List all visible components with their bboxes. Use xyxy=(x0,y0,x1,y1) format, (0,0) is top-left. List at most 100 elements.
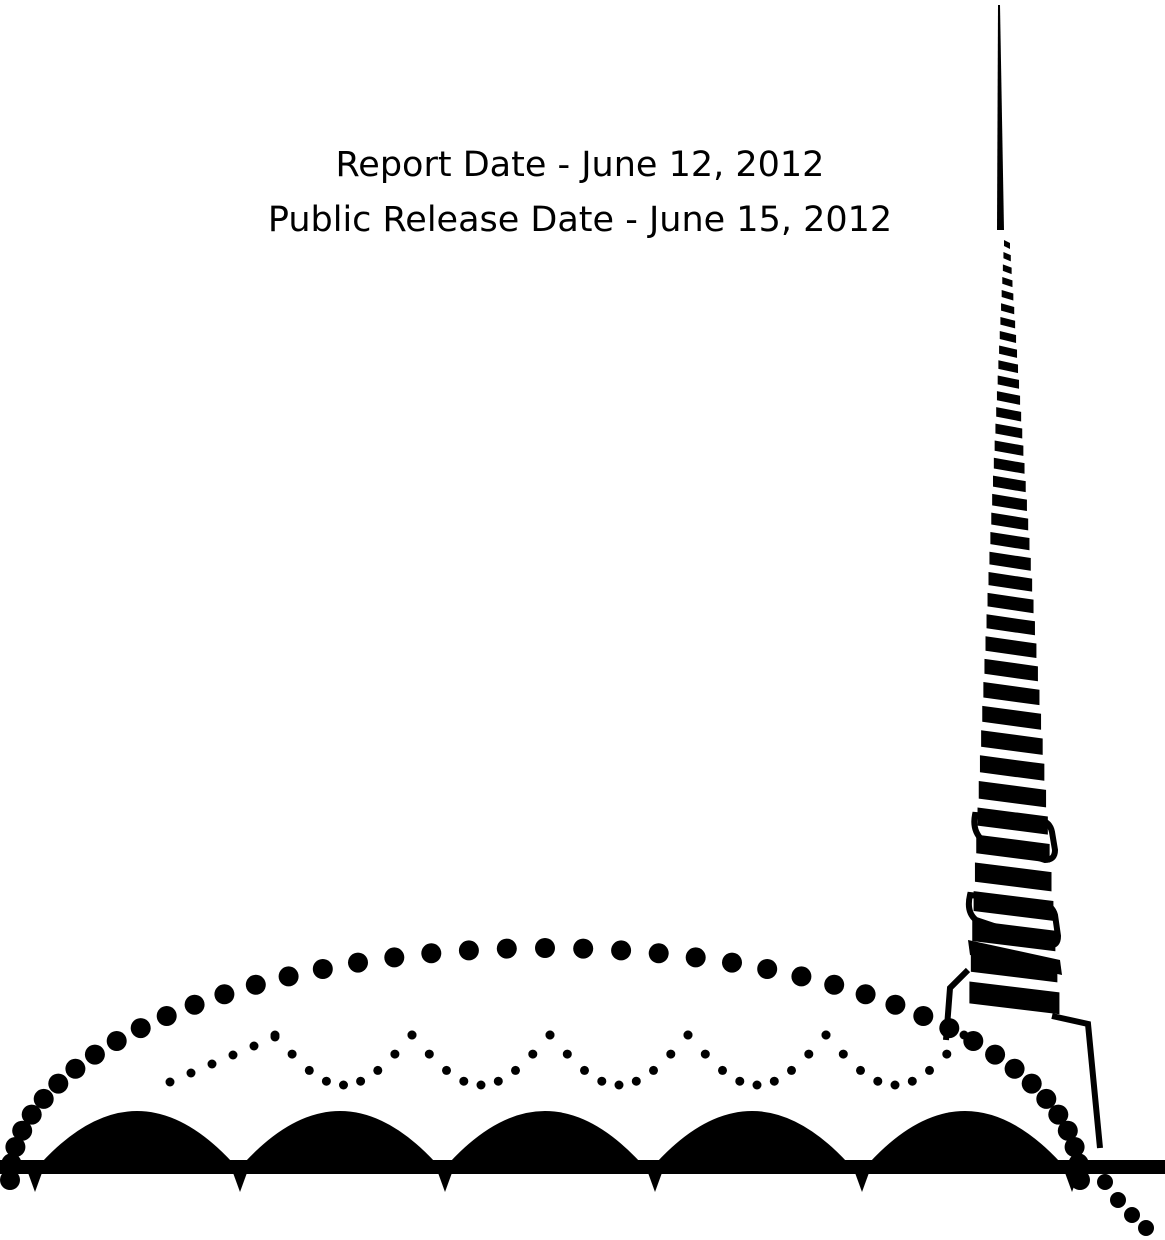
arc-dot xyxy=(458,940,479,961)
swag-dot xyxy=(304,1065,314,1075)
arc-dot xyxy=(421,943,442,964)
arc-dot xyxy=(611,940,632,961)
spire-bars xyxy=(969,240,1060,1015)
arc-dot xyxy=(33,1088,54,1109)
arc-dot xyxy=(106,1031,127,1051)
swag-dot xyxy=(511,1065,520,1075)
swag-dot xyxy=(683,1030,693,1040)
swag-dot xyxy=(287,1049,297,1059)
spire-bar xyxy=(981,730,1043,755)
arch xyxy=(450,1111,640,1162)
spire-bar xyxy=(992,493,1027,512)
pillar-marker xyxy=(27,1170,43,1192)
arches xyxy=(42,1111,1060,1162)
spire-bar xyxy=(999,345,1018,358)
spire-bar xyxy=(986,614,1035,636)
arc-dot xyxy=(84,1044,105,1065)
swag-dot xyxy=(459,1076,469,1086)
arc-dot xyxy=(648,943,669,964)
swag-dot xyxy=(769,1076,779,1086)
spire-bar xyxy=(989,551,1031,571)
swag-dot xyxy=(249,1041,259,1051)
swag-dot xyxy=(442,1065,451,1075)
arc-dot xyxy=(1048,1104,1069,1125)
swag-dot xyxy=(528,1049,538,1059)
swag-dot xyxy=(907,1076,917,1086)
arc-dot xyxy=(1021,1073,1042,1094)
arc-dot xyxy=(824,974,845,995)
pillar-marker xyxy=(854,1170,870,1192)
swag-dot xyxy=(580,1065,589,1075)
swag-dot xyxy=(562,1049,572,1059)
spire-bar xyxy=(993,475,1026,493)
arc-dot xyxy=(791,966,812,987)
swag-dot xyxy=(649,1065,658,1075)
swag-dot xyxy=(856,1065,865,1075)
arc-dot xyxy=(1057,1120,1078,1141)
arc-dot xyxy=(48,1073,69,1094)
arc-dot xyxy=(885,994,906,1015)
spire-bar xyxy=(979,755,1045,781)
spire-bar xyxy=(982,705,1042,730)
swag-dot xyxy=(545,1030,555,1040)
trailing-dots xyxy=(1097,1174,1154,1236)
spire-bar xyxy=(991,512,1029,531)
swag-dot xyxy=(493,1076,503,1086)
arc-dot xyxy=(939,1018,960,1039)
swag-dot xyxy=(821,1030,831,1040)
arch xyxy=(870,1111,1060,1162)
arc-dot xyxy=(12,1120,33,1141)
swag-dot xyxy=(207,1059,217,1069)
small-dotted-swags xyxy=(165,1030,969,1090)
spire-bar xyxy=(1000,316,1016,329)
arc-dot xyxy=(535,938,555,958)
pillar-marker xyxy=(647,1170,663,1192)
arc-dot xyxy=(278,966,299,987)
spire-bar xyxy=(978,781,1047,808)
swag-dot xyxy=(356,1076,366,1086)
spire-bar xyxy=(984,658,1038,682)
report-date: Report Date - June 12, 2012 xyxy=(335,145,825,185)
spire-bar xyxy=(994,440,1024,456)
trailing-dot xyxy=(1138,1220,1154,1236)
spire-bar xyxy=(1002,276,1013,288)
trailing-dot xyxy=(1097,1174,1113,1190)
trailing-dot xyxy=(1110,1192,1126,1208)
arch xyxy=(245,1111,435,1162)
arc-dot xyxy=(384,947,405,968)
swag-dot xyxy=(597,1076,607,1086)
spire-bar xyxy=(1003,252,1011,262)
arch xyxy=(42,1111,232,1162)
arc-dot xyxy=(913,1006,934,1026)
arc-dot xyxy=(1,1153,22,1174)
swag-dot xyxy=(614,1080,624,1090)
spire-needle xyxy=(997,5,1004,230)
arc-dot xyxy=(184,994,205,1015)
swag-dot xyxy=(228,1050,238,1060)
spire-bar xyxy=(1001,303,1015,315)
spire-bar xyxy=(997,375,1020,389)
arc-dot xyxy=(5,1137,26,1157)
pillar-marker xyxy=(437,1170,453,1192)
arc-dot xyxy=(1036,1088,1057,1109)
spire-base-outline xyxy=(943,811,1103,1149)
arc-dot xyxy=(312,959,333,979)
swag-dot xyxy=(890,1080,900,1090)
spire-bar xyxy=(995,423,1023,439)
arc-dot xyxy=(214,984,235,1005)
swag-dot xyxy=(424,1049,434,1059)
arc-dot xyxy=(685,947,706,968)
swag-dot xyxy=(407,1030,417,1040)
arc-dot xyxy=(573,938,594,959)
arc-dot xyxy=(1068,1153,1089,1174)
arc-dot xyxy=(722,952,742,973)
spire-bar xyxy=(998,360,1019,374)
spire-bar xyxy=(996,391,1021,405)
spire-bar xyxy=(996,407,1022,422)
swag-dot xyxy=(373,1065,383,1075)
swag-dot xyxy=(476,1080,486,1090)
spire-bar xyxy=(999,331,1017,343)
spire-bar xyxy=(983,682,1040,706)
